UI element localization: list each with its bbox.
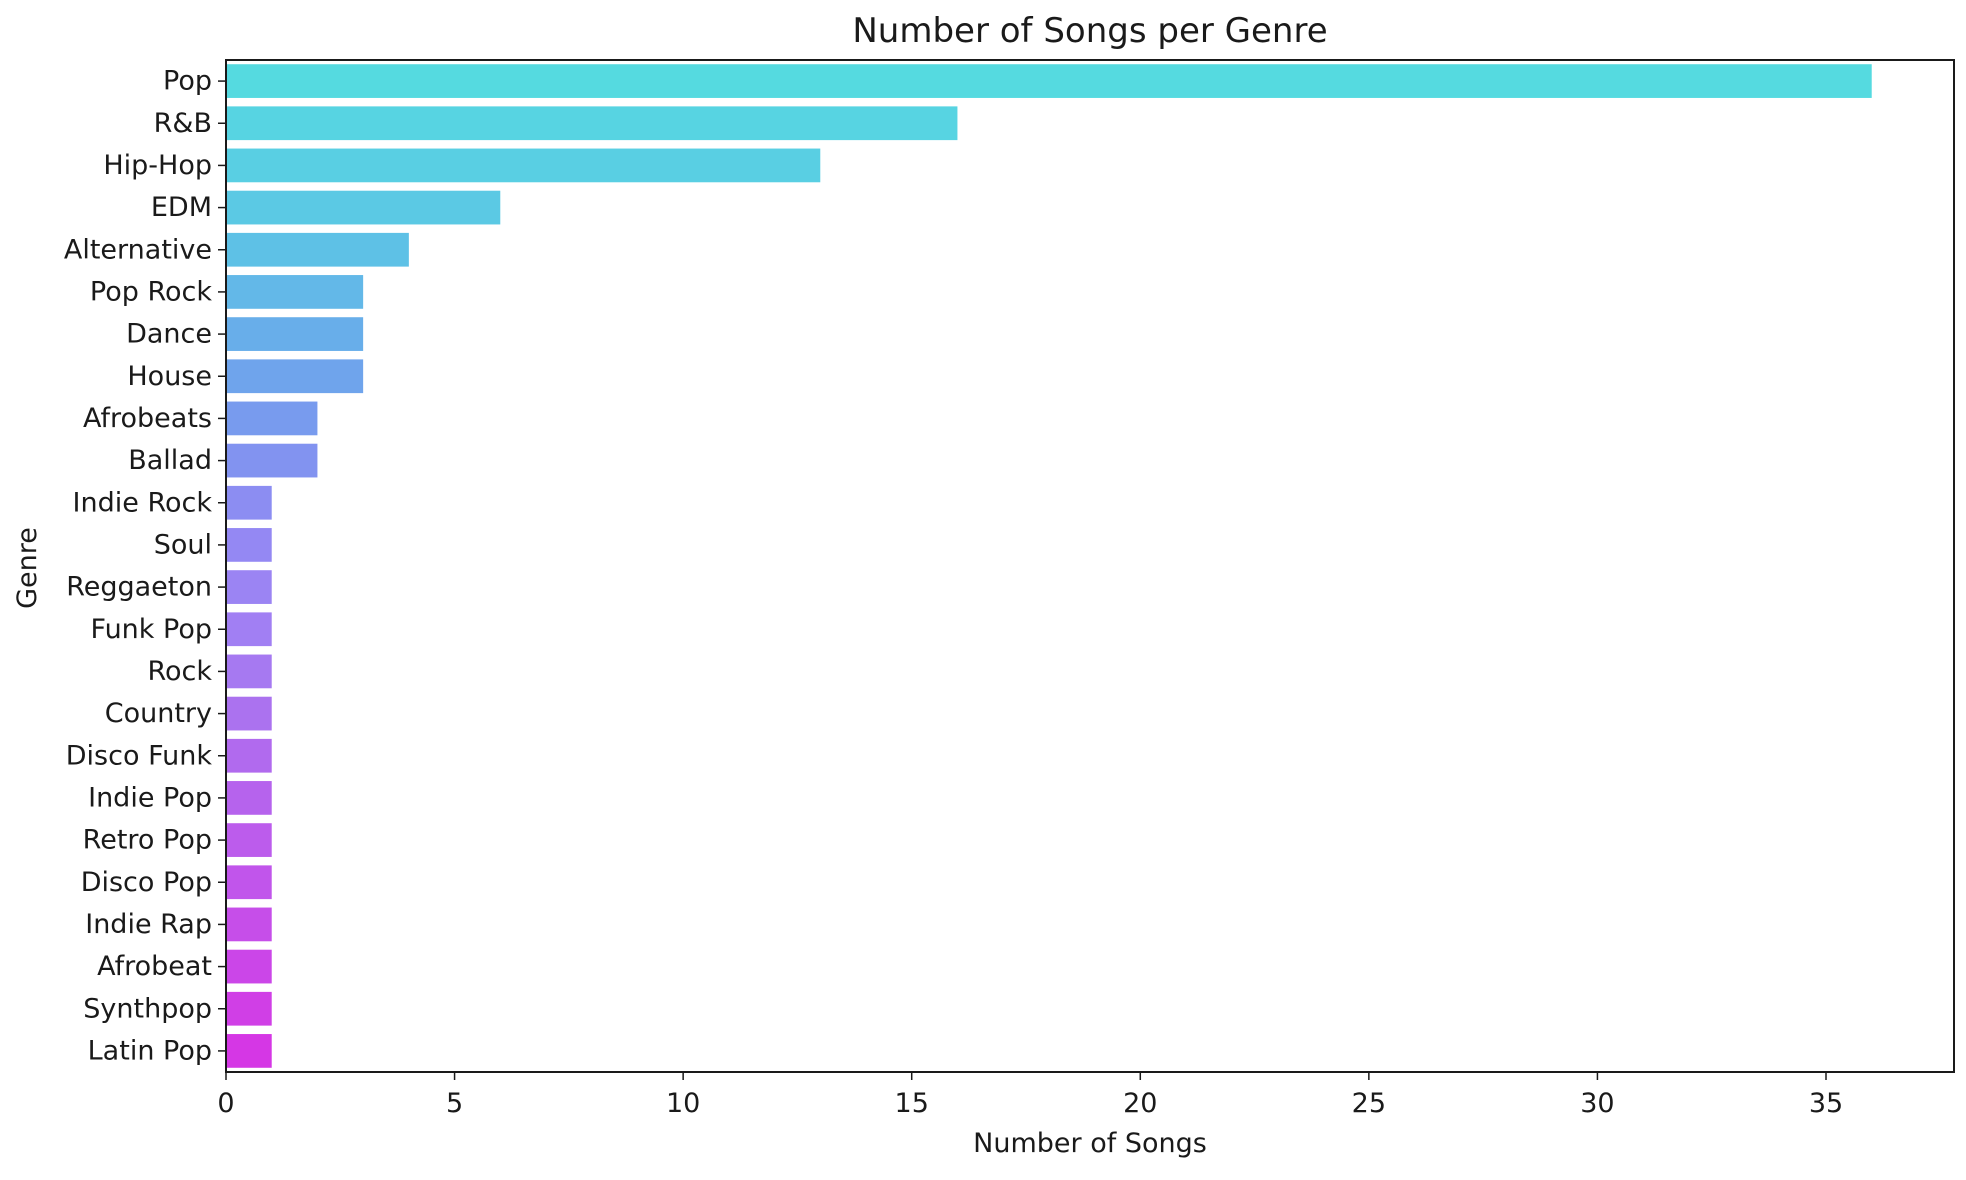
y-tick-label: Reggaeton	[66, 572, 212, 603]
y-tick-label: Indie Pop	[88, 782, 212, 813]
x-axis-label: Number of Songs	[973, 1128, 1207, 1159]
bar-ballad	[226, 444, 317, 478]
x-tick-label: 15	[895, 1088, 929, 1119]
x-tick-label: 20	[1123, 1088, 1157, 1119]
y-tick-label: Rock	[147, 656, 212, 687]
bar-indie-rock	[226, 486, 272, 520]
y-tick-label: Pop	[163, 66, 212, 97]
x-tick-label: 5	[446, 1088, 463, 1119]
y-axis-ticks: Pop R&B Hip-Hop EDM Alternative Pop Rock Dance…	[64, 66, 226, 1067]
bar-retro-pop	[226, 823, 272, 857]
y-tick-label: R&B	[154, 108, 212, 139]
y-tick-label: Hip-Hop	[103, 150, 212, 181]
bar-reggaeton	[226, 570, 272, 604]
y-tick-label: Indie Rock	[73, 487, 213, 518]
bar-hip-hop	[226, 149, 820, 183]
x-tick-label: 25	[1352, 1088, 1386, 1119]
y-tick-label: Pop Rock	[90, 276, 212, 307]
y-tick-label: Retro Pop	[83, 825, 212, 856]
y-tick-label: Afrobeats	[83, 403, 212, 434]
y-tick-label: Afrobeat	[97, 951, 212, 982]
bar-disco-funk	[226, 739, 272, 773]
bar-indie-pop	[226, 781, 272, 815]
y-tick-label: Alternative	[64, 234, 212, 265]
y-tick-label: Country	[105, 698, 212, 729]
y-tick-label: Soul	[154, 529, 212, 560]
y-tick-label: Indie Rap	[85, 909, 212, 940]
x-axis-ticks: 0 5 10 15 20 25 30 35	[217, 1072, 1843, 1119]
x-tick-label: 35	[1809, 1088, 1843, 1119]
bar-latin-pop	[226, 1034, 272, 1068]
y-tick-label: EDM	[151, 192, 212, 223]
y-tick-label: House	[127, 361, 212, 392]
y-tick-label: Latin Pop	[88, 1035, 212, 1066]
bar-edm	[226, 191, 500, 225]
y-tick-label: Disco Funk	[66, 740, 213, 771]
bar-r-b	[226, 106, 957, 140]
y-tick-label: Dance	[126, 319, 212, 350]
chart-title: Number of Songs per Genre	[852, 11, 1327, 51]
bar-dance	[226, 317, 363, 351]
x-tick-label: 10	[666, 1088, 700, 1119]
bar-afrobeats	[226, 402, 317, 436]
bar-funk-pop	[226, 612, 272, 646]
y-tick-label: Disco Pop	[81, 867, 212, 898]
y-axis-label: Genre	[12, 527, 43, 609]
bars-layer	[226, 64, 1872, 1068]
bar-synthpop	[226, 992, 272, 1026]
y-tick-label: Ballad	[128, 445, 212, 476]
x-tick-label: 0	[217, 1088, 234, 1119]
y-tick-label: Synthpop	[83, 993, 212, 1024]
bar-afrobeat	[226, 950, 272, 984]
y-tick-label: Funk Pop	[91, 614, 212, 645]
bar-alternative	[226, 233, 409, 267]
bar-indie-rap	[226, 908, 272, 942]
bar-soul	[226, 528, 272, 562]
bar-country	[226, 697, 272, 731]
bar-pop	[226, 64, 1872, 98]
bar-pop-rock	[226, 275, 363, 309]
x-tick-label: 30	[1580, 1088, 1614, 1119]
bar-rock	[226, 655, 272, 689]
bar-disco-pop	[226, 865, 272, 899]
bar-house	[226, 359, 363, 393]
